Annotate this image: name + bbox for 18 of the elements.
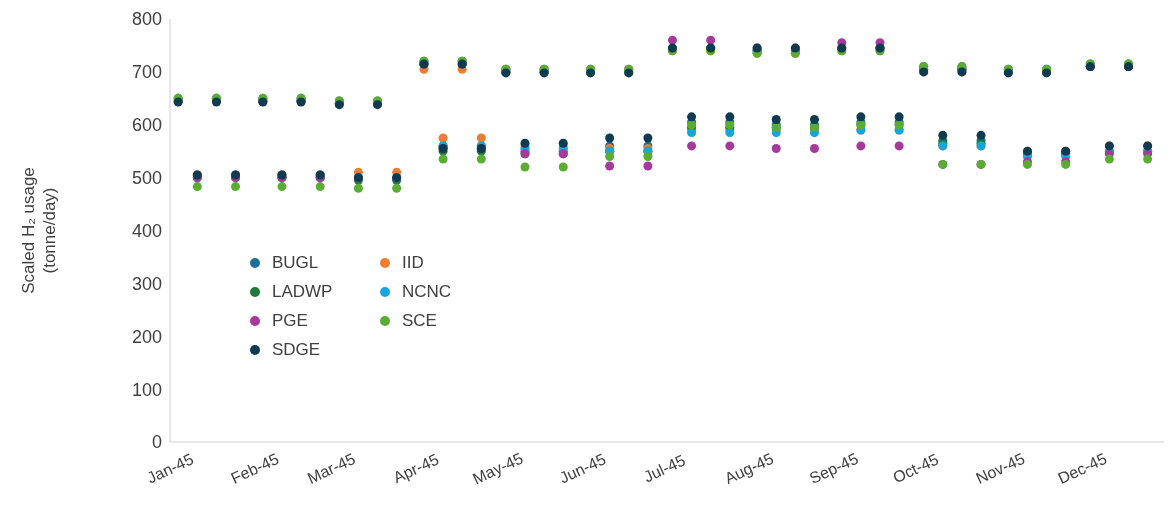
x-tick-label: Jul-45 [641,451,688,486]
y-tick-label: 100 [131,379,162,400]
legend-label: SDGE [271,340,322,360]
legend-label: PGE [271,311,309,331]
legend-label: IID [401,253,425,273]
y-tick-label: 600 [131,115,162,136]
y-tick-label: 300 [131,273,162,294]
y-tick-label: 200 [131,326,162,347]
y-tick-label: 0 [151,432,162,453]
y-tick-label: 700 [131,62,162,83]
legend-label: NCNC [401,282,453,302]
y-tick-label: 500 [131,168,162,189]
legend-label: BUGL [271,253,320,273]
y-tick-label: 800 [131,9,162,30]
legend-label: LADWP [271,282,334,302]
legend-label: SCE [401,311,438,331]
y-axis-title: Scaled H₂ usage (tonne/day) [19,167,59,294]
y-tick-label: 400 [131,220,162,241]
